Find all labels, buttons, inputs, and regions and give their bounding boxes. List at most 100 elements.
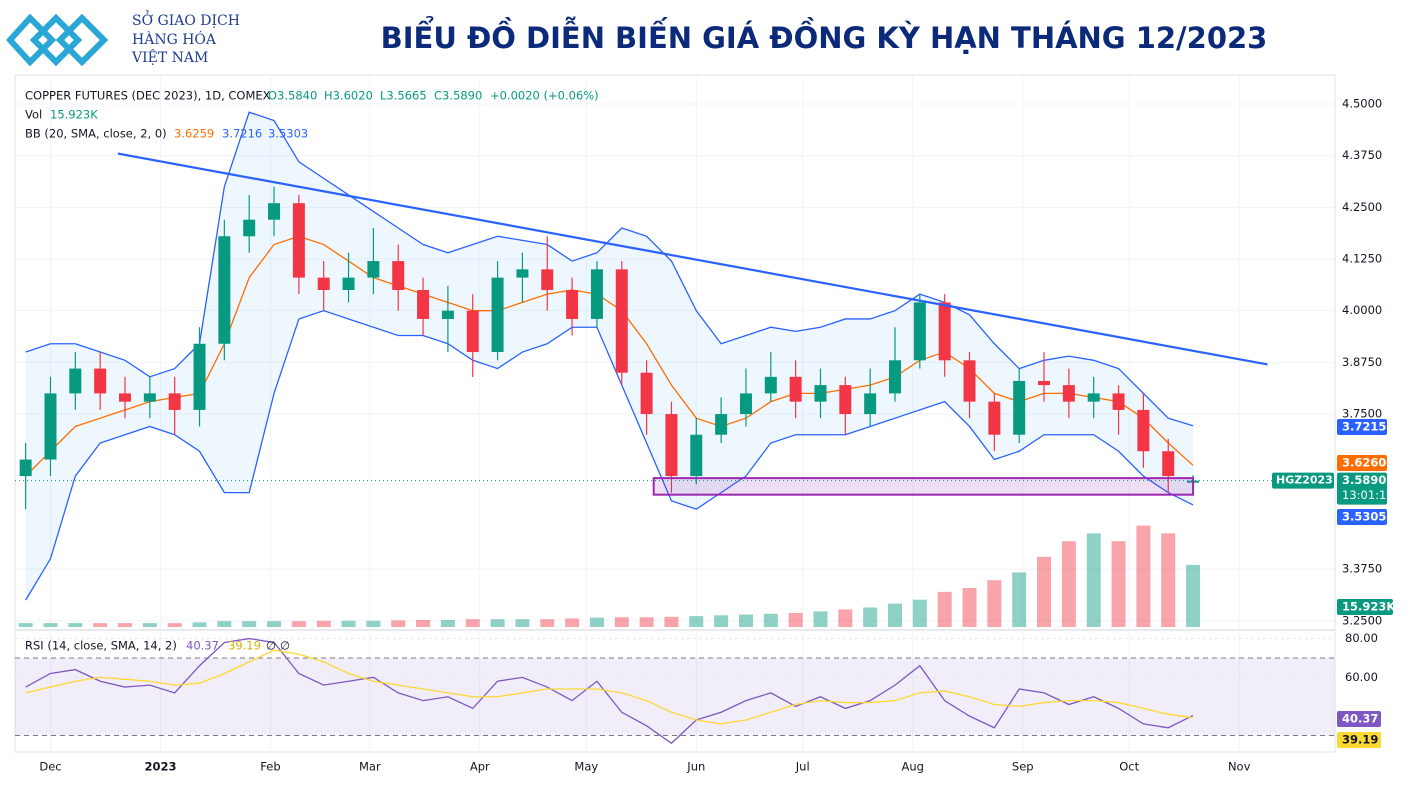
- candle-body: [665, 414, 678, 477]
- legend-rsi: RSI (14, close, SMA, 14, 2): [25, 639, 177, 653]
- x-tick-label: Jul: [795, 760, 810, 774]
- candle-body: [491, 277, 504, 353]
- price-badge: [1337, 509, 1387, 525]
- volume-bar: [937, 591, 952, 627]
- legend-na: ∅: [266, 639, 276, 653]
- volume-bar: [763, 613, 778, 627]
- volume-bar: [316, 620, 331, 627]
- candle-body: [590, 269, 603, 319]
- legend-open: O3.5840: [268, 89, 317, 103]
- volume-bar: [863, 607, 878, 627]
- price-badge-label: 3.5305: [1342, 510, 1386, 524]
- pane-frame: [14, 74, 1336, 753]
- candle-body: [566, 290, 579, 319]
- logo-mark: [5, 13, 109, 67]
- volume-bar: [1136, 525, 1151, 627]
- y-tick-label: 60.00: [1345, 670, 1378, 684]
- y-tick-label: 3.8750: [1342, 355, 1382, 369]
- line-series: [25, 649, 1194, 725]
- price-badge-label: 40.37: [1342, 712, 1378, 726]
- volume-bar: [1111, 541, 1126, 627]
- rsi-band: [15, 657, 1335, 736]
- legend-rsi-value: 40.37: [186, 639, 219, 653]
- volume-bar: [589, 617, 604, 627]
- price-badge-label: 15.923K: [1342, 600, 1396, 614]
- volume-bar: [962, 588, 977, 627]
- x-tick-label: Mar: [359, 760, 381, 774]
- volume-bar: [1161, 533, 1176, 627]
- symbol-label: HGZ2023: [1276, 474, 1333, 487]
- volume-bar: [987, 580, 1002, 627]
- logo-line: SỞ GIAO DỊCH: [132, 9, 240, 29]
- volume-bar: [1086, 533, 1101, 627]
- price-badge-label: 3.7215: [1342, 420, 1386, 434]
- legend-name: COPPER FUTURES (DEC 2023), 1D, COMEX: [25, 89, 271, 103]
- volume-bar: [291, 621, 306, 627]
- legend-close: C3.5890: [434, 89, 482, 103]
- volume-bar: [440, 619, 455, 627]
- volume-bar: [639, 617, 654, 627]
- candle-body: [764, 376, 777, 394]
- price-badge-label: 3.5890: [1342, 473, 1386, 487]
- volume-bar: [118, 623, 132, 627]
- volume-bar: [912, 599, 927, 627]
- candle-body: [839, 385, 852, 415]
- y-tick-label: 4.1250: [1342, 252, 1382, 266]
- volume-bar: [1012, 572, 1027, 627]
- candle-body: [94, 368, 107, 394]
- legend-bb: BB (20, SMA, close, 2, 0): [25, 127, 167, 141]
- x-tick-label: Jun: [686, 760, 705, 774]
- candle-body: [268, 203, 281, 220]
- candle-body: [963, 360, 976, 402]
- volume-bar: [838, 609, 853, 627]
- candle-body: [541, 269, 554, 291]
- volume-bar: [1061, 541, 1076, 627]
- volume-bar: [267, 621, 282, 627]
- legend-bb-mid: 3.6259: [174, 127, 214, 141]
- legend-low: L3.5665: [380, 89, 427, 103]
- logo-line: VIỆT NAM: [131, 48, 208, 66]
- price-badge: [1337, 711, 1381, 727]
- y-tick-label: 3.3750: [1342, 562, 1382, 576]
- chart-title: BIỂU ĐỒ DIỄN BIẾN GIÁ ĐỒNG KỲ HẠN THÁNG …: [381, 16, 1268, 55]
- candle-body: [814, 385, 827, 402]
- legend-bb-lower: 3.5303: [268, 127, 308, 141]
- y-tick-label: 4.2500: [1342, 200, 1382, 214]
- volume-bar: [664, 616, 679, 627]
- y-tick-label: 3.2500: [1342, 613, 1382, 627]
- volume-bar: [43, 623, 58, 627]
- candle-body: [292, 203, 305, 278]
- x-tick-label: Dec: [39, 760, 61, 774]
- legend-ma-value: 39.19: [228, 639, 261, 653]
- candle-body: [193, 343, 206, 410]
- candle-body: [615, 269, 628, 373]
- volume-bar: [614, 617, 629, 627]
- volume-bar: [788, 612, 803, 627]
- volume-bar: [1037, 556, 1052, 627]
- candle-body: [317, 277, 330, 291]
- legend-vol-value: 15.923K: [50, 108, 98, 122]
- volume-bar: [68, 623, 83, 627]
- candle-body: [1038, 380, 1051, 386]
- candle-body: [342, 277, 355, 291]
- volume-bar: [689, 616, 704, 627]
- volume-bar: [813, 611, 828, 627]
- candle-body: [69, 368, 82, 394]
- y-tick-label: 4.3750: [1342, 148, 1382, 162]
- x-tick-label: 2023: [144, 760, 176, 774]
- candle-body: [19, 459, 32, 477]
- volume-bar: [242, 621, 257, 627]
- volume-bar: [565, 618, 580, 627]
- x-tick-label: Sep: [1012, 760, 1034, 774]
- line-series: [25, 309, 1194, 601]
- volume-bar: [888, 603, 902, 627]
- support-zone: [652, 477, 1195, 496]
- legend-vol: Vol: [25, 108, 42, 122]
- x-tick-label: Oct: [1119, 760, 1139, 774]
- price-badge: [1337, 455, 1387, 471]
- volume-bar: [515, 619, 530, 627]
- price-badge-label: 39.19: [1342, 733, 1378, 747]
- legend-change: +0.0020 (+0.06%): [490, 89, 599, 103]
- candle-body: [913, 302, 926, 361]
- logo: SỞ GIAO DỊCH HÀNG HÓA VIỆT NAM: [5, 9, 240, 67]
